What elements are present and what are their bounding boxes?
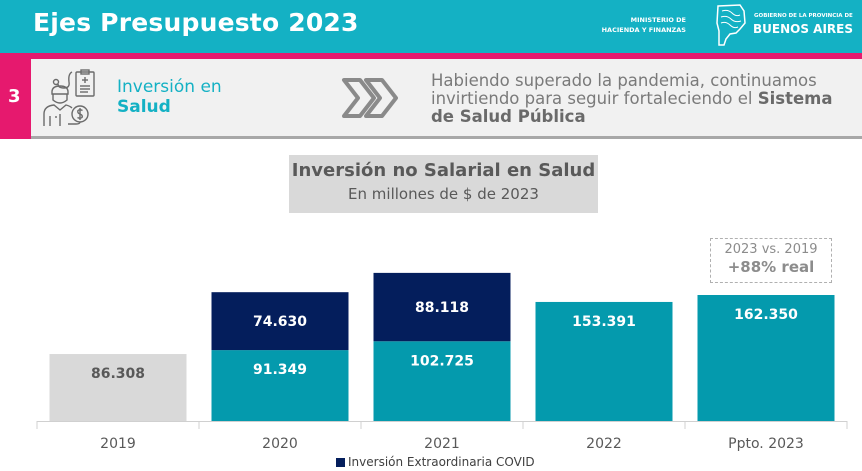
ministry-logo-text: MINISTERIO DE HACIENDA Y FINANZAS	[586, 15, 686, 35]
annotation-growth: +88% real	[727, 258, 815, 276]
legend-label-covid: Inversión Extraordinaria COVID	[348, 455, 535, 469]
bar-2019-base	[49, 354, 187, 421]
x-tick-label: 2019	[100, 436, 136, 452]
ministry-line2: HACIENDA Y FINANZAS	[601, 26, 686, 34]
header-bar: Ejes Presupuesto 2023 MINISTERIO DE HACI…	[0, 0, 862, 53]
bar-2020-covid	[211, 292, 349, 351]
annotation-comparison: 2023 vs. 2019	[724, 242, 818, 257]
bar-2021-base	[373, 341, 511, 421]
bar-value-label: 153.391	[572, 314, 636, 330]
topic-title-line1: Inversión en	[117, 77, 222, 97]
section-number: 3	[8, 86, 21, 107]
bar-2021-covid	[373, 272, 511, 342]
section-number-box	[0, 59, 31, 139]
bar-covid-value-label: 74.630	[253, 314, 307, 330]
double-chevron-right-icon	[342, 78, 398, 118]
doctor-health-investment-icon	[43, 69, 95, 126]
tagline-emphasis: Sistema de Salud Pública	[431, 89, 833, 126]
x-tick-label: Ppto. 2023	[728, 436, 804, 452]
bar-value-label: 86.308	[91, 366, 145, 382]
x-tick-label: 2021	[424, 436, 460, 452]
topic-title-line2: Salud	[117, 97, 171, 117]
bar-value-label: 91.349	[253, 362, 307, 378]
province-map-icon	[716, 4, 746, 46]
ministry-line1: MINISTERIO DE	[630, 16, 686, 24]
bar-covid-value-label: 88.118	[415, 300, 469, 316]
chart-title: Inversión no Salarial en Salud	[291, 160, 596, 181]
section-banner	[31, 59, 862, 139]
bar-chart: 86.308 2019 91.349 74.630 2020 102.725 88.118 2…	[36, 272, 848, 452]
gov-province-name: BUENOS AIRES	[753, 22, 853, 36]
growth-annotation: 2023 vs. 2019 +88% real	[710, 238, 832, 283]
chart-subtitle: En millones de $ de 2023	[348, 185, 539, 203]
bar-value-label: 102.725	[410, 353, 474, 369]
chart-title-box: Inversión no Salarial en Salud En millon…	[289, 155, 598, 213]
bar-value-label: 162.350	[734, 307, 798, 323]
chart-legend: Inversión Extraordinaria COVID	[336, 455, 535, 470]
accent-stripe	[0, 53, 862, 59]
x-tick-label: 2022	[586, 436, 622, 452]
x-tick-label: 2020	[262, 436, 298, 452]
bar-2020-base	[211, 350, 349, 421]
tagline-text: Habiendo superado la pandemia, continuam…	[431, 71, 817, 108]
bar-ppto-2023-base	[697, 295, 835, 421]
gov-province-small: GOBIERNO DE LA PROVINCIA DE	[754, 13, 853, 19]
legend-swatch-covid	[336, 458, 345, 467]
page-title: Ejes Presupuesto 2023	[33, 8, 359, 37]
bar-2022-base	[535, 301, 673, 421]
section-tagline: Habiendo superado la pandemia, continuam…	[431, 72, 856, 126]
